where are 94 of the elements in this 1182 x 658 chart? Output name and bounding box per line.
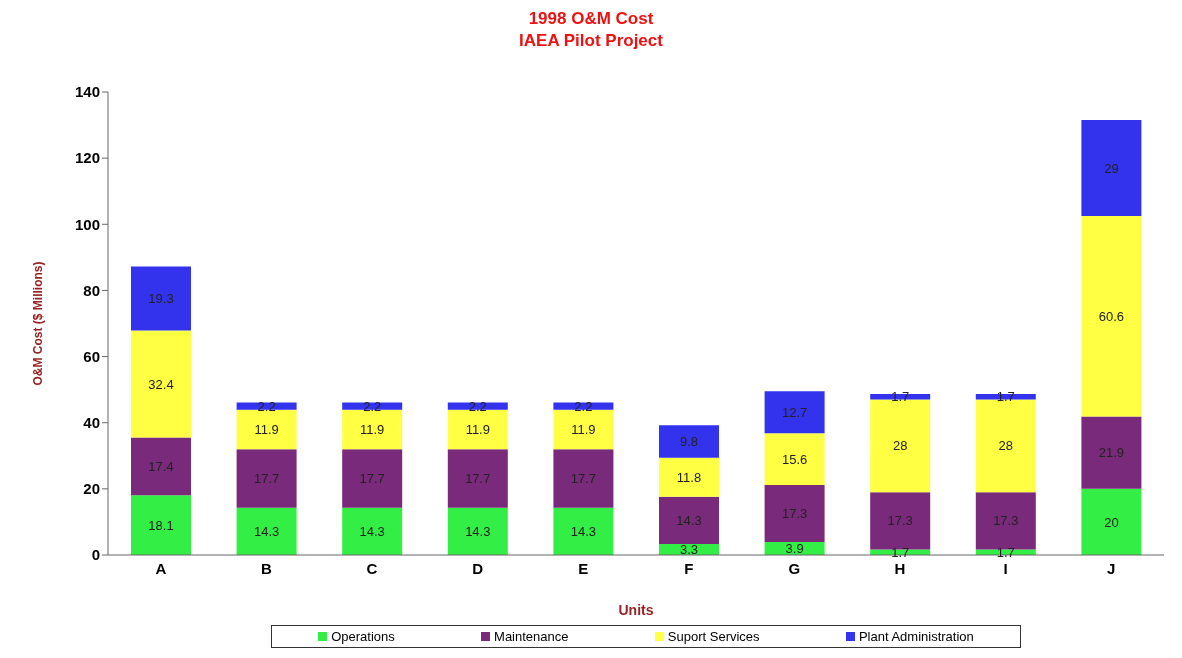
data-label: 9.8 (679, 434, 699, 450)
legend-label: Suport Services (666, 629, 760, 644)
data-label: 11.9 (571, 422, 596, 438)
bar (1081, 416, 1142, 489)
data-label: 21.9 (1098, 445, 1125, 461)
data-label: 17.7 (253, 471, 280, 487)
data-label: 15.6 (781, 451, 808, 467)
data-label: 2.2 (363, 398, 382, 414)
bar (342, 409, 403, 450)
bar (236, 449, 297, 508)
bar (870, 393, 931, 400)
bar (975, 393, 1036, 400)
bar (1081, 216, 1142, 417)
bar (553, 507, 614, 555)
bar (659, 457, 719, 497)
bar (975, 492, 1036, 550)
bar (236, 409, 297, 450)
data-label: 17.7 (465, 471, 491, 487)
y-tick-label: 80 (83, 281, 100, 299)
bar (342, 507, 403, 555)
y-tick-label: 140 (74, 83, 100, 101)
data-label: 3.9 (785, 541, 804, 557)
y-tick-label: 40 (83, 414, 100, 432)
data-label: 2.2 (574, 398, 593, 414)
data-label: 2.2 (257, 398, 276, 414)
data-label: 11.8 (676, 469, 702, 485)
bar (870, 492, 931, 550)
bar (870, 399, 931, 493)
data-label: 17.3 (781, 506, 808, 522)
x-axis-title: Units (618, 602, 654, 618)
bar (659, 496, 719, 545)
data-label: 12.7 (781, 404, 808, 420)
data-label: 32.4 (148, 376, 174, 392)
x-tick-label: I (1003, 559, 1008, 577)
bar (659, 425, 719, 458)
data-label: 11.9 (360, 422, 385, 438)
data-label: 2.2 (468, 398, 487, 414)
bar (447, 507, 508, 555)
data-label: 29 (1104, 160, 1119, 176)
y-tick-label: 60 (83, 347, 100, 365)
data-label: 28 (892, 438, 908, 454)
x-tick-label: G (788, 559, 801, 577)
data-label: 14.3 (676, 513, 702, 529)
data-label: 14.3 (570, 523, 597, 539)
data-label: 60.6 (1098, 308, 1125, 324)
bar (131, 266, 191, 331)
data-label: 14.3 (465, 523, 491, 539)
bar (447, 409, 508, 450)
x-tick-label: A (155, 559, 167, 577)
data-label: 11.9 (254, 422, 279, 438)
x-tick-label: B (260, 559, 272, 577)
bar (236, 507, 297, 555)
data-label: 17.4 (148, 458, 174, 474)
bar (131, 495, 191, 555)
x-tick-label: C (366, 559, 378, 577)
bar (447, 449, 508, 508)
bar (342, 449, 403, 508)
y-tick-label: 20 (83, 480, 100, 498)
bar (764, 484, 825, 543)
legend-label: Maintenance (493, 629, 569, 644)
bar (131, 437, 191, 496)
bar (975, 399, 1036, 493)
data-label: 17.7 (570, 471, 597, 487)
data-label: 20 (1104, 514, 1119, 530)
y-tick-label: 0 (91, 546, 100, 564)
bar (1081, 488, 1142, 555)
y-tick-label: 100 (74, 215, 100, 233)
data-label: 17.7 (359, 471, 385, 487)
chart-subtitle: IAEA Pilot Project (518, 30, 664, 52)
x-tick-label: F (684, 559, 694, 577)
data-label: 11.9 (465, 422, 490, 438)
y-axis-title: O&M Cost ($ Millions) (31, 261, 46, 386)
data-label: 3.3 (679, 542, 699, 558)
y-tick-label: 120 (74, 149, 100, 167)
bar (131, 330, 191, 438)
bar (764, 433, 825, 485)
bar (553, 449, 614, 508)
bar (1081, 120, 1142, 217)
bar (553, 409, 614, 450)
x-tick-label: H (894, 559, 906, 577)
bar (764, 391, 825, 434)
data-label: 19.3 (148, 291, 174, 307)
x-tick-label: J (1107, 559, 1116, 577)
data-label: 18.1 (148, 517, 174, 533)
legend-label: Plant Administration (857, 629, 974, 644)
x-tick-label: E (578, 559, 589, 577)
legend-label: Operations (330, 629, 395, 644)
data-label: 17.3 (993, 513, 1019, 529)
data-label: 17.3 (887, 513, 913, 529)
chart-title: 1998 O&M Cost (527, 8, 655, 30)
x-tick-label: D (472, 559, 484, 577)
data-label: 14.3 (359, 523, 385, 539)
data-label: 14.3 (253, 523, 280, 539)
data-label: 28 (998, 438, 1014, 454)
